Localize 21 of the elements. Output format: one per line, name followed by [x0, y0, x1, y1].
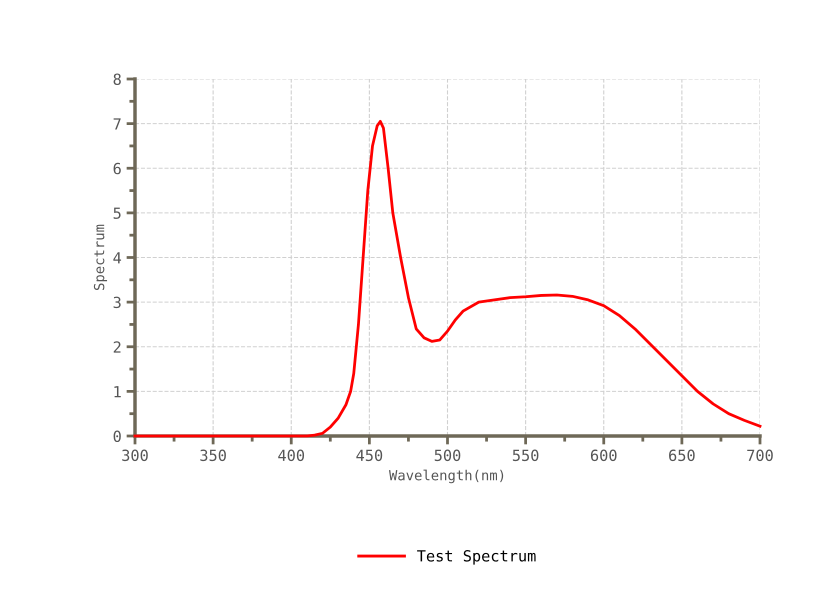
x-tick-label: 700	[747, 450, 773, 462]
y-tick-label: 7	[114, 118, 121, 130]
x-tick-label: 500	[434, 450, 460, 462]
y-tick-label: 4	[113, 252, 122, 264]
legend-label: Test Spectrum	[417, 550, 536, 565]
y-tick-label: 6	[114, 162, 121, 174]
x-tick-label: 350	[200, 450, 226, 462]
x-axis-title: Wavelength(nm)	[388, 470, 504, 484]
y-tick-label: 5	[114, 208, 121, 219]
x-tick-label: 650	[669, 450, 695, 462]
y-tick-label: 0	[114, 430, 121, 442]
x-tick-label: 450	[356, 450, 382, 462]
y-tick-label: 1	[114, 386, 121, 398]
x-tick-label: 300	[122, 450, 148, 462]
x-tick-label: 600	[590, 450, 617, 462]
y-tick-label: 8	[114, 74, 121, 86]
x-tick-label: 550	[512, 450, 538, 462]
x-tick-label: 400	[278, 450, 304, 462]
y-tick-label: 2	[114, 341, 121, 353]
y-axis-title: Spectrum	[94, 224, 108, 290]
y-tick-label: 3	[114, 296, 121, 308]
